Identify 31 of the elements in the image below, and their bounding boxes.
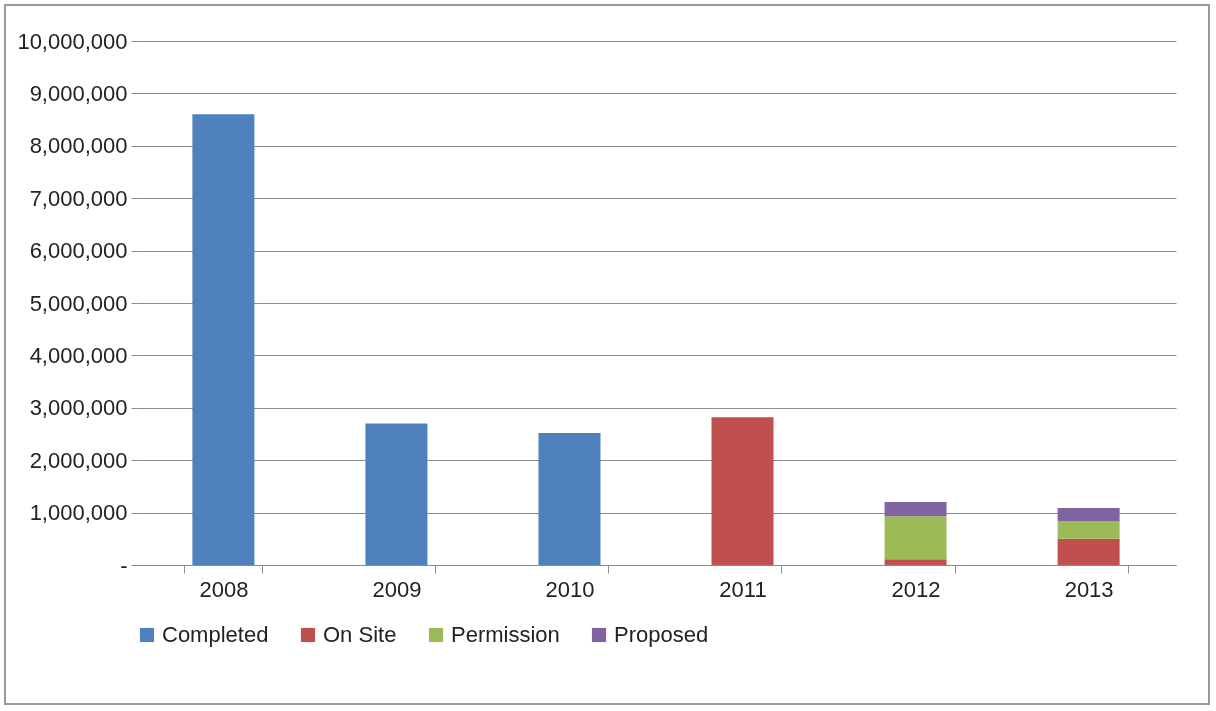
- bar: [1057, 507, 1120, 521]
- x-tick-label: 2009: [372, 576, 422, 602]
- y-tick-label: 9,000,000: [29, 80, 128, 106]
- legend-label: Proposed: [614, 622, 709, 647]
- y-tick-label: 10,000,000: [17, 28, 128, 54]
- bar: [884, 516, 947, 560]
- bar: [1057, 520, 1120, 539]
- x-tick-label: 2013: [1064, 576, 1114, 602]
- x-tick-label: 2008: [199, 576, 249, 602]
- bar: [884, 559, 947, 565]
- legend-label: Completed: [162, 622, 269, 647]
- y-tick-label: 3,000,000: [29, 395, 128, 421]
- y-tick-label: 7,000,000: [29, 185, 128, 211]
- legend-label: On Site: [323, 622, 397, 647]
- x-tick-label: 2012: [891, 576, 941, 602]
- bar: [365, 423, 428, 565]
- bar: [538, 432, 601, 565]
- y-tick-label: 2,000,000: [29, 447, 128, 473]
- y-tick-label: 8,000,000: [29, 133, 128, 159]
- y-tick-label: 1,000,000: [29, 500, 128, 526]
- y-tick-label: 5,000,000: [29, 290, 128, 316]
- legend-label: Permission: [451, 622, 560, 647]
- y-tick-label: -: [120, 552, 128, 578]
- bar: [1057, 538, 1120, 565]
- y-tick-label: 6,000,000: [29, 238, 128, 264]
- bar: [192, 114, 255, 565]
- x-tick-label: 2011: [719, 576, 767, 602]
- x-tick-label: 2010: [545, 576, 595, 602]
- bar: [884, 502, 947, 517]
- bar: [711, 417, 774, 565]
- y-tick-label: 4,000,000: [29, 342, 128, 368]
